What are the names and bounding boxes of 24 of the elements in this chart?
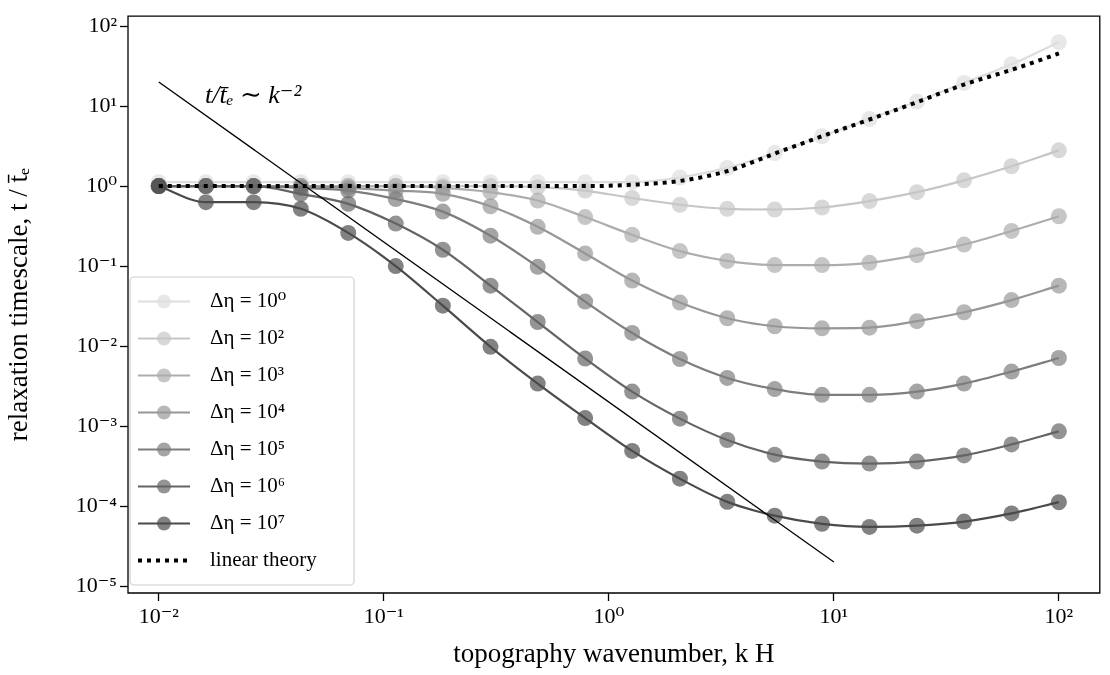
y-tick-label: 10⁻⁵ <box>75 571 117 597</box>
y-axis-title: relaxation timescale, t / t̄ₑ <box>3 167 34 442</box>
legend-label: linear theory <box>210 547 318 572</box>
legend-label: Δη = 10⁶ <box>210 473 286 498</box>
y-tick-label: 10¹ <box>88 91 117 117</box>
x-tick-label: 10⁻¹ <box>363 602 404 628</box>
legend-label: Δη = 10⁷ <box>210 510 286 535</box>
legend-label: Δη = 10⁰ <box>210 288 287 313</box>
legend-label: Δη = 10⁴ <box>210 399 286 424</box>
annotation: t/t̄ₑ ∼ k⁻² <box>205 80 303 110</box>
y-tick-label: 10² <box>88 11 118 37</box>
x-tick-label: 10¹ <box>819 602 849 628</box>
legend-label: Δη = 10⁵ <box>210 436 286 461</box>
legend-label: Δη = 10² <box>210 325 285 350</box>
x-tick-label: 10² <box>1044 602 1074 628</box>
x-tick-label: 10⁻² <box>138 602 180 628</box>
y-tick-label: 10⁻¹ <box>76 251 117 277</box>
x-tick-label: 10⁰ <box>593 602 625 628</box>
x-axis-title: topography wavenumber, k H <box>453 637 775 668</box>
y-tick-label: 10⁰ <box>86 171 118 197</box>
y-tick-label: 10⁻⁴ <box>75 491 118 517</box>
legend-label: Δη = 10³ <box>210 362 285 387</box>
y-tick-label: 10⁻³ <box>76 411 118 437</box>
y-tick-label: 10⁻² <box>76 331 118 357</box>
